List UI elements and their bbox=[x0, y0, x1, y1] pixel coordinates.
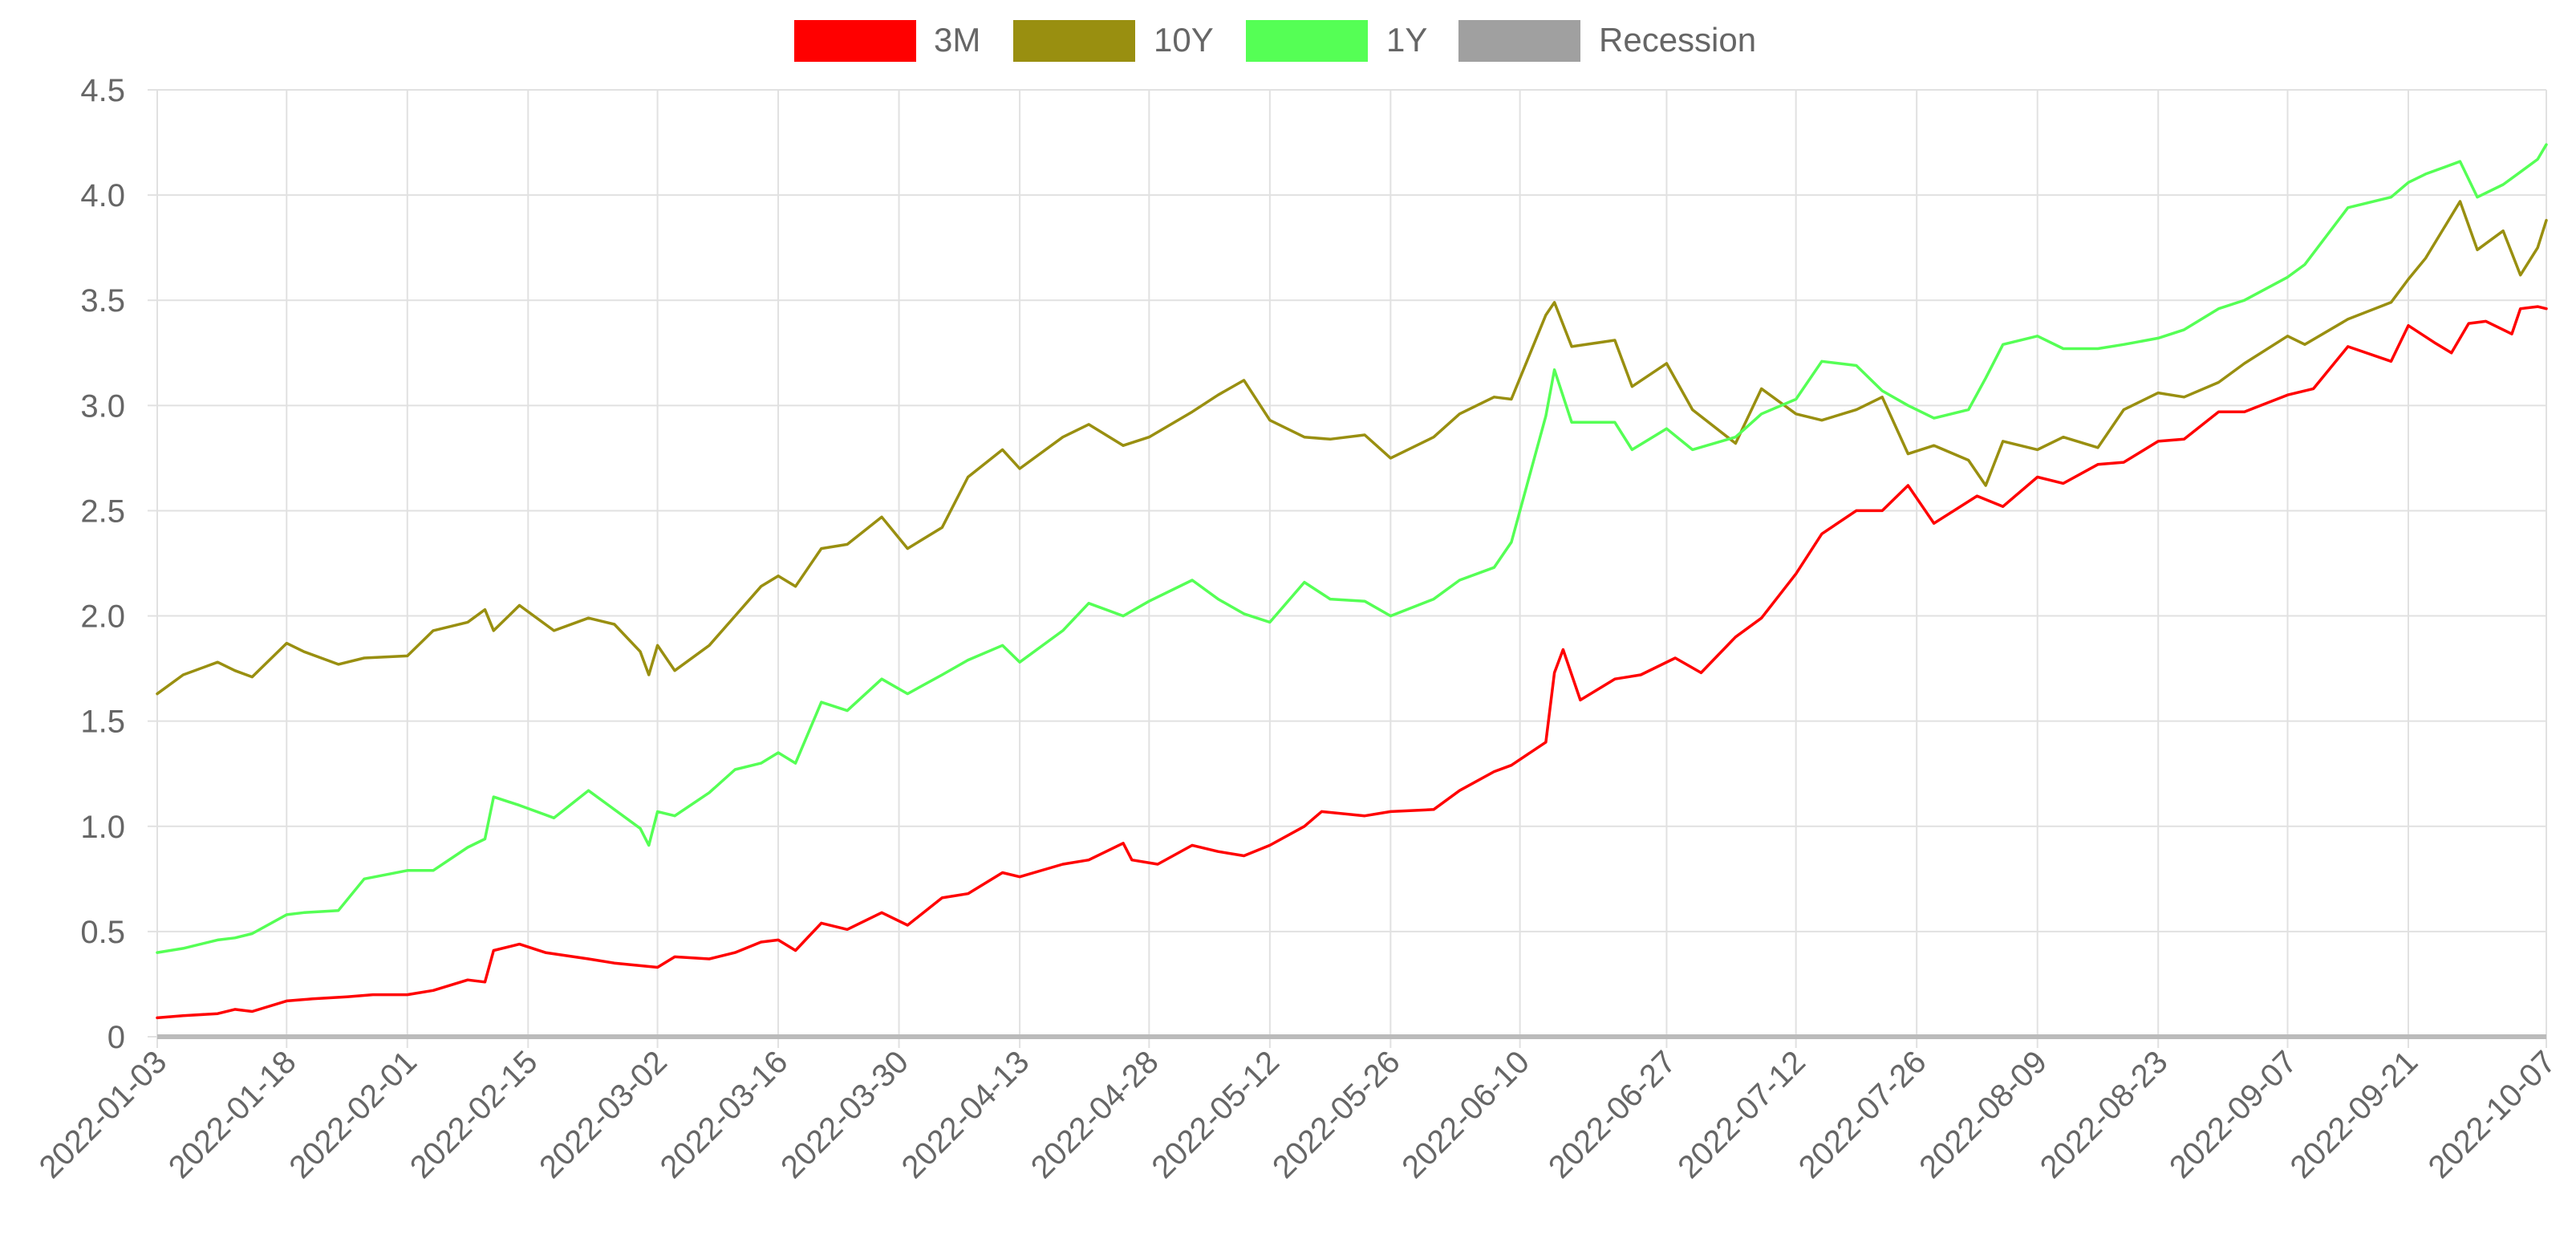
x-tick-label: 2022-07-26 bbox=[1792, 1044, 1933, 1185]
series-lines bbox=[156, 143, 2548, 1020]
y-tick-label: 2.5 bbox=[80, 493, 125, 529]
legend-swatch-10y[interactable] bbox=[1013, 20, 1135, 62]
y-tick-label: 0 bbox=[108, 1020, 125, 1055]
legend-swatch-1y[interactable] bbox=[1246, 20, 1368, 62]
x-tick-label: 2022-03-16 bbox=[654, 1044, 795, 1185]
x-tick-label: 2022-08-23 bbox=[2034, 1044, 2175, 1185]
legend: 3M 10Y 1Y Recession bbox=[794, 20, 1756, 62]
x-tick-label: 2022-01-03 bbox=[33, 1044, 174, 1185]
x-tick-label: 2022-06-10 bbox=[1395, 1044, 1536, 1185]
y-tick-label: 1.5 bbox=[80, 705, 125, 740]
series-line-3m bbox=[156, 305, 2548, 1020]
x-tick-label: 2022-08-09 bbox=[1913, 1044, 2054, 1185]
legend-swatch-recession[interactable] bbox=[1458, 20, 1580, 62]
legend-label-recession[interactable]: Recession bbox=[1599, 21, 1756, 59]
y-tick-label: 4.0 bbox=[80, 178, 125, 213]
series-line-1y bbox=[156, 143, 2548, 954]
y-tick-label: 0.5 bbox=[80, 915, 125, 950]
legend-label-10y[interactable]: 10Y bbox=[1154, 21, 1214, 59]
legend-swatch-3m[interactable] bbox=[794, 20, 916, 62]
legend-label-1y[interactable]: 1Y bbox=[1386, 21, 1427, 59]
x-tick-label: 2022-03-30 bbox=[774, 1044, 915, 1185]
y-tick-label: 4.5 bbox=[80, 73, 125, 108]
y-tick-label: 3.0 bbox=[80, 388, 125, 424]
series-line-10y bbox=[156, 200, 2548, 696]
x-axis: 2022-01-032022-01-182022-02-012022-02-15… bbox=[33, 1034, 2563, 1185]
y-axis: 0 0.5 1.0 1.5 2.0 2.5 3.0 3.5 4.0 4.5 bbox=[80, 73, 157, 1055]
y-tick-label: 2.0 bbox=[80, 599, 125, 635]
x-tick-label: 2022-02-01 bbox=[282, 1044, 424, 1185]
y-tick-label: 3.5 bbox=[80, 283, 125, 319]
x-tick-label: 2022-09-07 bbox=[2163, 1044, 2304, 1185]
x-tick-label: 2022-10-07 bbox=[2422, 1044, 2563, 1185]
x-tick-label: 2022-09-21 bbox=[2284, 1044, 2425, 1185]
grid bbox=[156, 89, 2547, 1048]
x-tick-label: 2022-07-12 bbox=[1671, 1044, 1812, 1185]
x-tick-label: 2022-02-15 bbox=[404, 1044, 545, 1185]
legend-label-3m[interactable]: 3M bbox=[934, 21, 980, 59]
x-tick-label: 2022-05-26 bbox=[1266, 1044, 1407, 1185]
x-tick-label: 2022-04-28 bbox=[1024, 1044, 1166, 1185]
x-tick-label: 2022-05-12 bbox=[1145, 1044, 1286, 1185]
x-tick-label: 2022-04-13 bbox=[895, 1044, 1036, 1185]
x-tick-label: 2022-03-02 bbox=[533, 1044, 674, 1185]
y-tick-label: 1.0 bbox=[80, 810, 125, 845]
x-tick-label: 2022-06-27 bbox=[1542, 1044, 1683, 1185]
x-tick-label: 2022-01-18 bbox=[162, 1044, 303, 1185]
